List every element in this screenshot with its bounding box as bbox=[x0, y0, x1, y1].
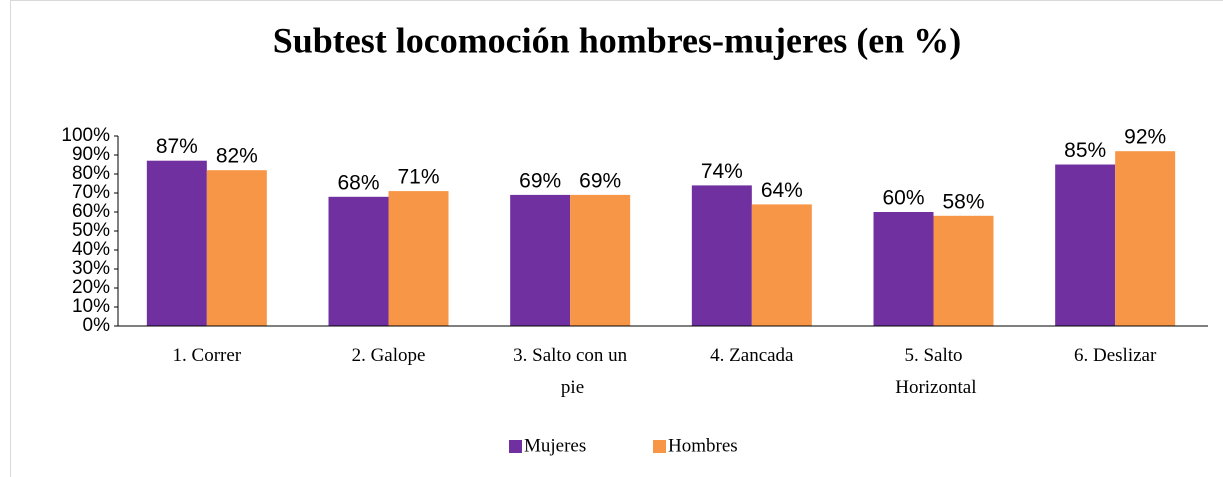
bar bbox=[1055, 164, 1116, 326]
y-tick-label: 40% bbox=[72, 239, 110, 260]
y-tick-label: 50% bbox=[72, 220, 110, 241]
x-tick-label: 3. Salto con un pie bbox=[513, 345, 627, 398]
data-label: 87% bbox=[156, 135, 198, 158]
chart-title: Subtest locomoción hombres-mujeres (en %… bbox=[273, 20, 962, 60]
bar bbox=[206, 170, 267, 326]
chart-border bbox=[10, 0, 1223, 477]
bar bbox=[146, 160, 207, 326]
y-tick-label: 70% bbox=[72, 182, 110, 203]
y-tick-label: 100% bbox=[61, 125, 110, 146]
data-label: 82% bbox=[216, 145, 258, 168]
y-tick-label: 0% bbox=[83, 315, 111, 336]
x-tick-label: 2. Galope bbox=[352, 345, 426, 366]
legend-label: Hombres bbox=[668, 435, 738, 456]
data-label: 69% bbox=[519, 169, 561, 192]
data-label: 64% bbox=[761, 179, 803, 202]
legend-swatch bbox=[653, 440, 666, 453]
x-tick-label: 4. Zancada bbox=[710, 345, 794, 366]
legend-swatch bbox=[509, 440, 522, 453]
bar bbox=[328, 196, 389, 326]
data-label: 85% bbox=[1064, 139, 1106, 162]
bar bbox=[570, 194, 631, 326]
data-label: 60% bbox=[882, 187, 924, 210]
data-label: 68% bbox=[337, 171, 379, 194]
data-label: 74% bbox=[701, 160, 743, 183]
y-tick-label: 30% bbox=[72, 258, 110, 279]
x-tick-label: 6. Deslizar bbox=[1074, 345, 1157, 366]
y-tick-label: 10% bbox=[72, 296, 110, 317]
legend-label: Mujeres bbox=[524, 435, 586, 456]
y-tick-label: 90% bbox=[72, 144, 110, 165]
data-label: 69% bbox=[579, 169, 621, 192]
x-tick-label: 1. Correr bbox=[173, 345, 242, 366]
bar bbox=[751, 204, 812, 326]
bar bbox=[510, 194, 571, 326]
y-tick-label: 80% bbox=[72, 163, 110, 184]
y-tick-label: 60% bbox=[72, 201, 110, 222]
bar bbox=[933, 215, 994, 326]
bar bbox=[691, 185, 752, 326]
y-tick-label: 20% bbox=[72, 277, 110, 298]
data-label: 71% bbox=[397, 166, 439, 189]
data-label: 92% bbox=[1124, 126, 1166, 149]
x-tick-label: 5. Salto Horizontal bbox=[890, 345, 976, 398]
data-label: 58% bbox=[942, 190, 984, 213]
bar bbox=[873, 212, 934, 326]
bar bbox=[1115, 151, 1176, 326]
bar bbox=[388, 191, 449, 326]
